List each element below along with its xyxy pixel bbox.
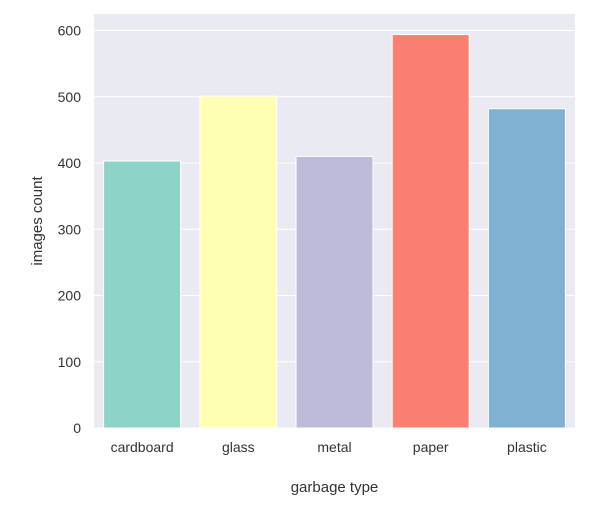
x-tick-label-glass: glass (222, 439, 255, 455)
x-axis-label: garbage type (291, 479, 379, 496)
x-tick-label-plastic: plastic (507, 439, 547, 455)
y-tick-label: 500 (58, 89, 82, 105)
y-tick-labels: 0 100 200 300 400 500 600 (58, 23, 82, 436)
x-tick-label-metal: metal (317, 439, 351, 455)
y-tick-label: 400 (58, 155, 82, 171)
bars (103, 34, 566, 429)
x-tick-label-cardboard: cardboard (111, 439, 174, 455)
y-tick-label: 0 (73, 420, 81, 436)
y-tick-label: 600 (58, 23, 82, 39)
y-tick-label: 100 (58, 354, 82, 370)
bar-metal (295, 155, 374, 429)
y-axis-label: images count (29, 176, 46, 266)
bar-cardboard (103, 160, 182, 429)
bar-plastic (487, 108, 566, 429)
x-tick-labels: cardboard glass metal paper plastic (111, 439, 547, 455)
y-tick-label: 300 (58, 221, 82, 237)
x-tick-label-paper: paper (413, 439, 449, 455)
bar-paper (391, 34, 470, 429)
bar-glass (199, 95, 278, 429)
y-tick-label: 200 (58, 288, 82, 304)
